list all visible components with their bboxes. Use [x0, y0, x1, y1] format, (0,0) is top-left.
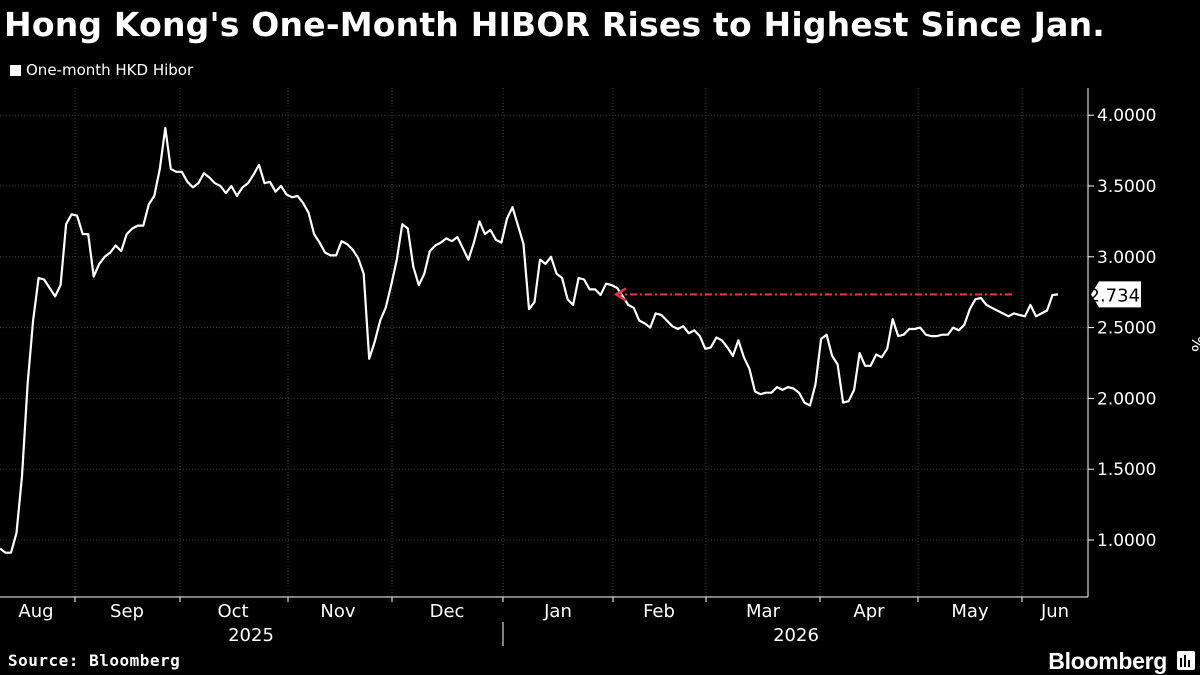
brand-logo: Bloomberg	[1048, 648, 1167, 674]
series-layer	[0, 126, 1059, 554]
last-value-label: 2.7343	[1089, 285, 1152, 306]
annotation-layer	[613, 287, 1012, 302]
x-tick-label: Aug	[18, 601, 53, 622]
bloomberg-terminal-icon	[1177, 651, 1195, 670]
x-tick-label: Jan	[543, 601, 572, 622]
source-note: Source: Bloomberg	[8, 651, 181, 670]
legend-swatch	[10, 64, 21, 76]
y-tick-label: 3.5000	[1097, 177, 1156, 197]
axes	[0, 88, 1094, 646]
series-line	[0, 126, 1059, 554]
legend-label: One-month HKD Hibor	[26, 61, 194, 79]
x-tick-label: Sep	[110, 601, 144, 622]
y-tick-label: 3.0000	[1097, 248, 1156, 268]
last-value-tag	[1091, 281, 1141, 308]
y-tick-label: 2.5000	[1097, 319, 1156, 339]
y-axis-unit-label: %	[1187, 336, 1200, 352]
y-tick-label: 1.0000	[1097, 531, 1156, 551]
y-tick-label: 4.0000	[1097, 106, 1156, 126]
legend: One-month HKD Hibor	[10, 61, 193, 79]
year-label: 2025	[228, 625, 274, 646]
x-tick-label: Dec	[430, 601, 465, 622]
grid-lines	[0, 88, 1088, 597]
labels: 1.0000 1.5000 2.0000 2.5000 3.0000 3.5000 4.00…	[18, 106, 1200, 646]
x-tick-label: Apr	[853, 601, 885, 622]
year-label: 2026	[773, 625, 819, 646]
x-tick-label: Jun	[1040, 601, 1069, 622]
x-tick-label: Feb	[643, 601, 675, 622]
x-tick-label: Oct	[217, 601, 248, 622]
annotation-arrowhead	[613, 287, 627, 302]
chart-title: Hong Kong's One-Month HIBOR Rises to Hig…	[4, 5, 1106, 44]
y-tick-label: 1.5000	[1097, 460, 1156, 480]
x-tick-label: Nov	[320, 601, 355, 622]
y-tick-label: 2.0000	[1097, 389, 1156, 409]
x-tick-label: Mar	[746, 601, 781, 622]
x-tick-label: May	[951, 601, 989, 622]
